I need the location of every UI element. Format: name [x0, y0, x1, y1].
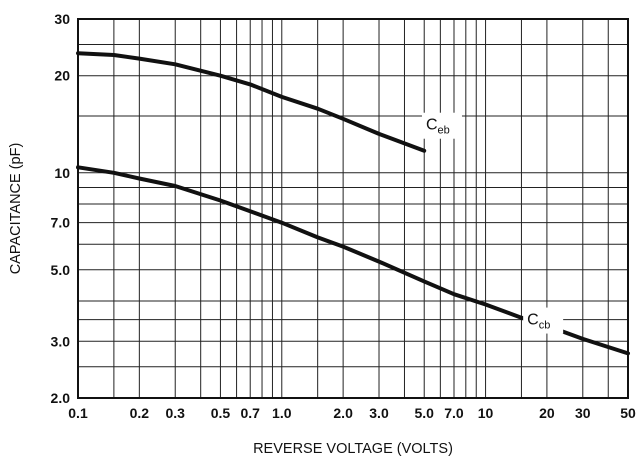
x-tick-label: 0.1 — [68, 405, 88, 421]
x-tick-label: 10 — [478, 405, 494, 421]
plot-frame — [77, 18, 629, 399]
x-tick-label: 0.3 — [165, 405, 185, 421]
series-label-background — [523, 307, 564, 334]
x-axis-label: REVERSE VOLTAGE (VOLTS) — [253, 441, 453, 457]
x-tick-label: 20 — [539, 405, 555, 421]
y-tick-label: 10 — [54, 165, 70, 181]
series-label: Ceb — [426, 117, 450, 137]
y-axis-label: CAPACITANCE (pF) — [8, 143, 24, 275]
series-group: Ceb Ccb — [76, 51, 630, 356]
series-label-background — [421, 112, 462, 139]
grid — [77, 18, 629, 399]
series-label: Ccb — [527, 312, 550, 332]
x-tick-label: 5.0 — [414, 405, 434, 421]
y-tick-label: 3.0 — [51, 333, 71, 349]
x-tick-label: 2.0 — [333, 405, 353, 421]
y-tick-label: 2.0 — [51, 390, 71, 406]
x-tick-label: 0.7 — [240, 405, 260, 421]
x-tick-label: 3.0 — [369, 405, 389, 421]
y-tick-label: 7.0 — [51, 215, 71, 231]
x-tick-label: 0.2 — [130, 405, 150, 421]
y-tick-label: 5.0 — [51, 262, 71, 278]
x-tick-label: 30 — [575, 405, 591, 421]
x-tick-label: 1.0 — [272, 405, 292, 421]
x-tick-label: 50 — [620, 405, 636, 421]
x-tick-label: 7.0 — [444, 405, 464, 421]
x-tick-label: 0.5 — [211, 405, 231, 421]
tick-labels: 0.1 0.2 0.3 0.5 0.7 1.0 2.0 3.0 5.0 7.0 10 20 30 50 2.… — [51, 11, 636, 421]
y-tick-label: 30 — [54, 11, 70, 27]
series-line — [76, 51, 427, 153]
y-tick-label: 20 — [54, 68, 70, 84]
